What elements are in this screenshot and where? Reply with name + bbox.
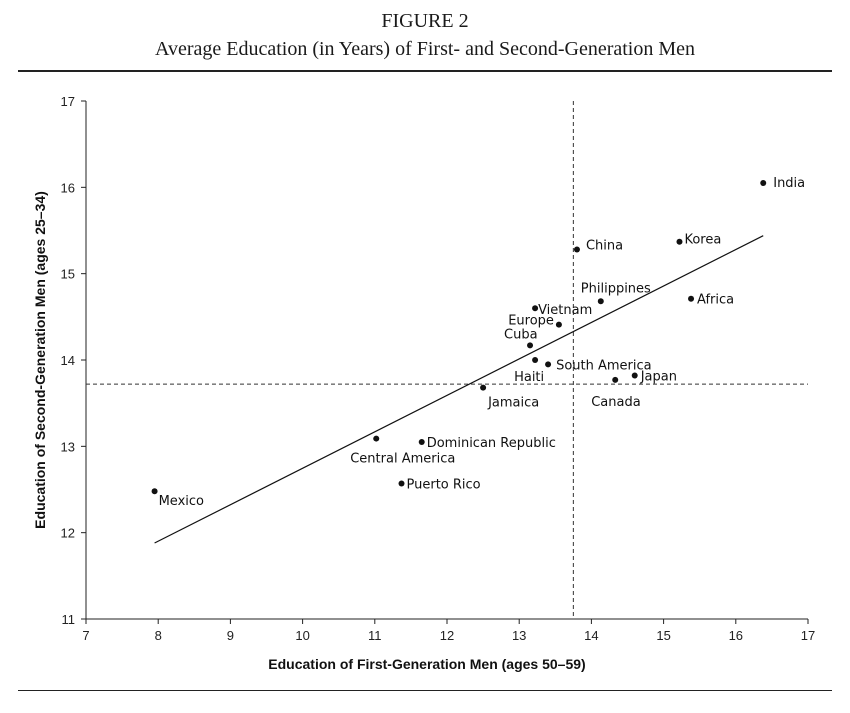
y-tick-label: 11	[62, 612, 76, 627]
y-tick-label: 14	[61, 353, 75, 368]
y-tick-label: 13	[61, 439, 75, 454]
x-tick-label: 12	[440, 628, 454, 643]
x-tick-label: 9	[227, 628, 234, 643]
x-tick-label: 10	[295, 628, 309, 643]
data-point	[631, 372, 638, 379]
x-tick-label: 13	[512, 628, 526, 643]
y-tick-label: 12	[61, 526, 75, 541]
points-group: India China Korea Philippines Africa VietnamE…	[151, 176, 805, 509]
point-label: Europe	[508, 314, 554, 329]
data-point	[532, 357, 539, 363]
y-tick-label: 16	[61, 180, 75, 195]
bottom-rule	[18, 690, 832, 691]
data-point	[573, 246, 580, 253]
x-tick-label: 17	[801, 628, 815, 643]
y-tick-label: 15	[61, 267, 75, 282]
point-label: Korea	[684, 233, 721, 248]
y-axis-title: Education of Second-Generation Men (ages…	[32, 191, 48, 529]
trend-line	[154, 235, 764, 544]
data-point	[676, 238, 683, 245]
point-label: Canada	[591, 395, 640, 410]
data-point	[597, 298, 604, 305]
point-label: Vietnam	[538, 303, 592, 318]
point-label: Puerto Rico	[407, 477, 481, 492]
data-point	[532, 305, 539, 312]
fit-line-group	[154, 235, 764, 544]
y-tick-label: 17	[61, 94, 75, 109]
data-point	[545, 361, 552, 368]
point-label: Philippines	[581, 281, 651, 296]
data-point	[480, 384, 487, 391]
point-label: Japan	[640, 370, 677, 385]
x-tick-label: 7	[82, 628, 89, 643]
data-point	[555, 321, 562, 328]
data-point	[612, 376, 619, 383]
x-tick-label: 16	[729, 628, 743, 643]
point-label: South America	[556, 358, 652, 373]
x-tick-label: 15	[656, 628, 670, 643]
x-tick-label: 8	[155, 628, 162, 643]
data-point	[527, 342, 534, 349]
point-label: Jamaica	[487, 396, 539, 411]
data-point	[760, 180, 767, 187]
figure-title: Average Education (in Years) of First- a…	[154, 38, 696, 60]
point-label: Mexico	[159, 494, 204, 509]
point-label: China	[586, 238, 623, 253]
point-label: Haiti	[514, 370, 544, 385]
point-label: Central America	[350, 452, 455, 467]
data-point	[688, 295, 695, 302]
reference-lines-group	[86, 101, 808, 619]
x-tick-label: 14	[584, 628, 598, 643]
axes-group: 7 8 9 10 11 12 13 14 15 16 17 11 12 13 14 15 16 17	[61, 94, 816, 643]
data-point	[373, 435, 380, 442]
data-point	[151, 488, 158, 495]
point-label: Africa	[697, 293, 734, 308]
data-point	[398, 480, 405, 487]
x-tick-label: 11	[368, 628, 382, 643]
top-rule	[18, 70, 832, 72]
data-point	[418, 439, 425, 446]
figure-number: FIGURE 2	[381, 10, 469, 32]
point-label: India	[773, 176, 805, 191]
x-axis-title: Education of First-Generation Men (ages …	[268, 656, 585, 672]
point-label: Dominican Republic	[427, 436, 556, 451]
point-label: Cuba	[504, 327, 538, 342]
